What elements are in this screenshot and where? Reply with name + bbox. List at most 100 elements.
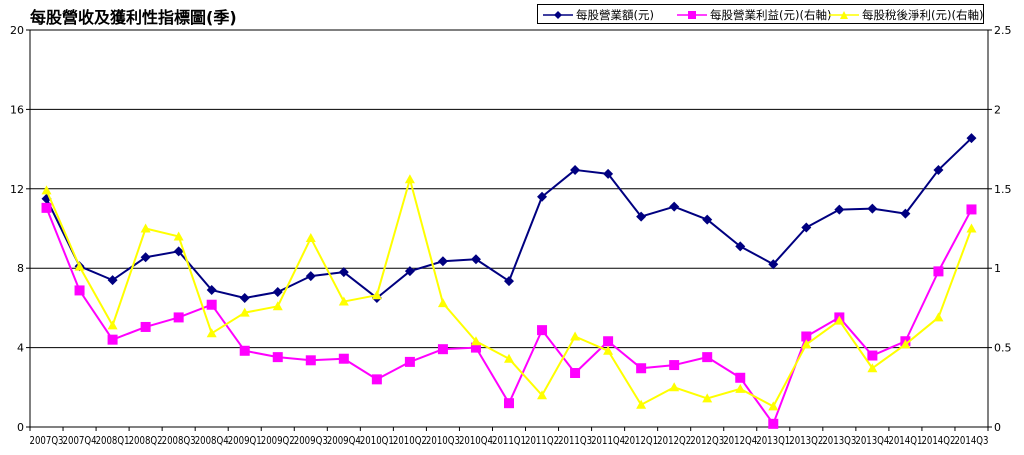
legend-marker-operating-profit bbox=[677, 11, 707, 19]
data-point-revenue bbox=[338, 267, 349, 278]
x-tick-label: 2009Q4 bbox=[327, 435, 361, 447]
data-point-operating-profit bbox=[470, 342, 481, 353]
x-tick-label: 2008Q4 bbox=[195, 435, 229, 447]
series-line-0 bbox=[45, 137, 973, 299]
x-tick-label: 2011Q1 bbox=[492, 435, 526, 447]
data-point-operating-profit bbox=[41, 202, 52, 213]
x-tick-label: 2010Q1 bbox=[360, 435, 394, 447]
data-point-net-profit bbox=[702, 393, 713, 403]
x-tick-label: 2012Q1 bbox=[624, 435, 658, 447]
data-point-revenue bbox=[801, 222, 812, 233]
x-tick-label: 2013Q1 bbox=[756, 435, 790, 447]
x-tick-label: 2011Q4 bbox=[591, 435, 625, 447]
data-point-net-profit bbox=[206, 328, 217, 338]
data-point-operating-profit bbox=[966, 204, 977, 215]
x-tick-label: 2014Q3 bbox=[954, 435, 988, 447]
legend-label-operating-profit: 每股營業利益(元)(右軸) bbox=[710, 8, 832, 22]
data-point-revenue bbox=[272, 287, 283, 298]
x-tick-label: 2013Q2 bbox=[789, 435, 823, 447]
x-tick-label: 2010Q4 bbox=[459, 435, 493, 447]
x-tick-label: 2014Q2 bbox=[921, 435, 955, 447]
y-right-tick-label: 0 bbox=[994, 421, 1001, 434]
y-right-tick-label: 1 bbox=[994, 262, 1001, 275]
data-point-operating-profit bbox=[702, 352, 713, 363]
data-point-net-profit bbox=[570, 331, 581, 341]
x-tick-label: 2009Q1 bbox=[228, 435, 262, 447]
data-point-net-profit bbox=[636, 399, 647, 409]
x-tick-label: 2012Q3 bbox=[690, 435, 724, 447]
data-point-revenue bbox=[867, 203, 878, 214]
data-point-operating-profit bbox=[801, 331, 812, 342]
data-point-net-profit bbox=[272, 301, 283, 311]
y-left-tick-label: 20 bbox=[10, 24, 24, 37]
data-point-net-profit bbox=[867, 363, 878, 373]
x-tick-label: 2013Q4 bbox=[855, 435, 889, 447]
data-point-revenue bbox=[669, 201, 680, 212]
data-point-revenue bbox=[966, 133, 977, 144]
data-point-net-profit bbox=[900, 339, 911, 349]
data-point-operating-profit bbox=[933, 266, 944, 277]
y-right-tick-label: 2 bbox=[994, 103, 1001, 116]
y-right-tick-label: 0.5 bbox=[994, 342, 1012, 355]
data-point-revenue bbox=[537, 191, 548, 202]
data-point-operating-profit bbox=[107, 334, 118, 345]
data-point-net-profit bbox=[107, 320, 118, 330]
x-tick-label: 2007Q4 bbox=[63, 435, 97, 447]
data-point-net-profit bbox=[239, 307, 250, 317]
data-point-revenue bbox=[173, 246, 184, 257]
data-point-revenue bbox=[140, 252, 151, 263]
data-point-revenue bbox=[404, 266, 415, 277]
data-point-net-profit bbox=[603, 345, 614, 355]
data-point-operating-profit bbox=[570, 368, 581, 379]
x-tick-label: 2008Q2 bbox=[129, 435, 163, 447]
data-point-net-profit bbox=[338, 296, 349, 306]
plot-frame bbox=[29, 29, 989, 428]
data-point-net-profit bbox=[735, 383, 746, 393]
x-tick-label: 2010Q3 bbox=[426, 435, 460, 447]
y-left-tick-label: 0 bbox=[17, 421, 24, 434]
data-point-operating-profit bbox=[867, 350, 878, 361]
legend: 每股營業額(元) 每股營業利益(元)(右軸) 每股稅後淨利(元)(右軸) bbox=[537, 4, 984, 24]
data-point-revenue bbox=[735, 241, 746, 252]
data-point-revenue bbox=[206, 285, 217, 296]
x-tick-label: 2007Q3 bbox=[30, 435, 64, 447]
data-point-operating-profit bbox=[206, 299, 217, 310]
legend-label-net-profit: 每股稅後淨利(元)(右軸) bbox=[862, 8, 984, 22]
y-right-tick-label: 1.5 bbox=[994, 183, 1012, 196]
x-tick-label: 2014Q1 bbox=[888, 435, 922, 447]
x-tick-label: 2011Q2 bbox=[525, 435, 559, 447]
data-point-operating-profit bbox=[140, 321, 151, 332]
legend-item-revenue: 每股營業額(元) bbox=[542, 6, 682, 24]
data-point-net-profit bbox=[537, 390, 548, 400]
x-tick-label: 2008Q3 bbox=[162, 435, 196, 447]
data-point-net-profit bbox=[801, 339, 812, 349]
y-left-tick-label: 16 bbox=[10, 103, 24, 116]
data-point-revenue bbox=[603, 168, 614, 179]
x-tick-label: 2012Q2 bbox=[657, 435, 691, 447]
data-point-operating-profit bbox=[636, 363, 647, 374]
data-point-net-profit bbox=[41, 185, 52, 195]
y-left-tick-label: 8 bbox=[17, 262, 24, 275]
data-point-operating-profit bbox=[338, 353, 349, 364]
data-point-net-profit bbox=[437, 298, 448, 308]
data-point-net-profit bbox=[173, 231, 184, 241]
data-point-operating-profit bbox=[371, 374, 382, 385]
data-point-net-profit bbox=[768, 401, 779, 411]
data-point-revenue bbox=[900, 208, 911, 219]
data-point-net-profit bbox=[140, 223, 151, 233]
legend-marker-net-profit bbox=[829, 11, 859, 19]
data-point-net-profit bbox=[470, 336, 481, 346]
data-point-revenue bbox=[570, 164, 581, 175]
data-point-net-profit bbox=[74, 261, 85, 271]
legend-item-net-profit: 每股稅後淨利(元)(右軸) bbox=[828, 6, 983, 24]
data-point-revenue bbox=[834, 204, 845, 215]
data-point-net-profit bbox=[966, 223, 977, 233]
data-point-revenue bbox=[470, 254, 481, 265]
data-point-net-profit bbox=[504, 353, 514, 363]
data-point-operating-profit bbox=[537, 325, 548, 336]
y-left-tick-label: 12 bbox=[10, 183, 24, 196]
data-point-net-profit bbox=[371, 290, 382, 300]
x-tick-label: 2009Q3 bbox=[294, 435, 328, 447]
